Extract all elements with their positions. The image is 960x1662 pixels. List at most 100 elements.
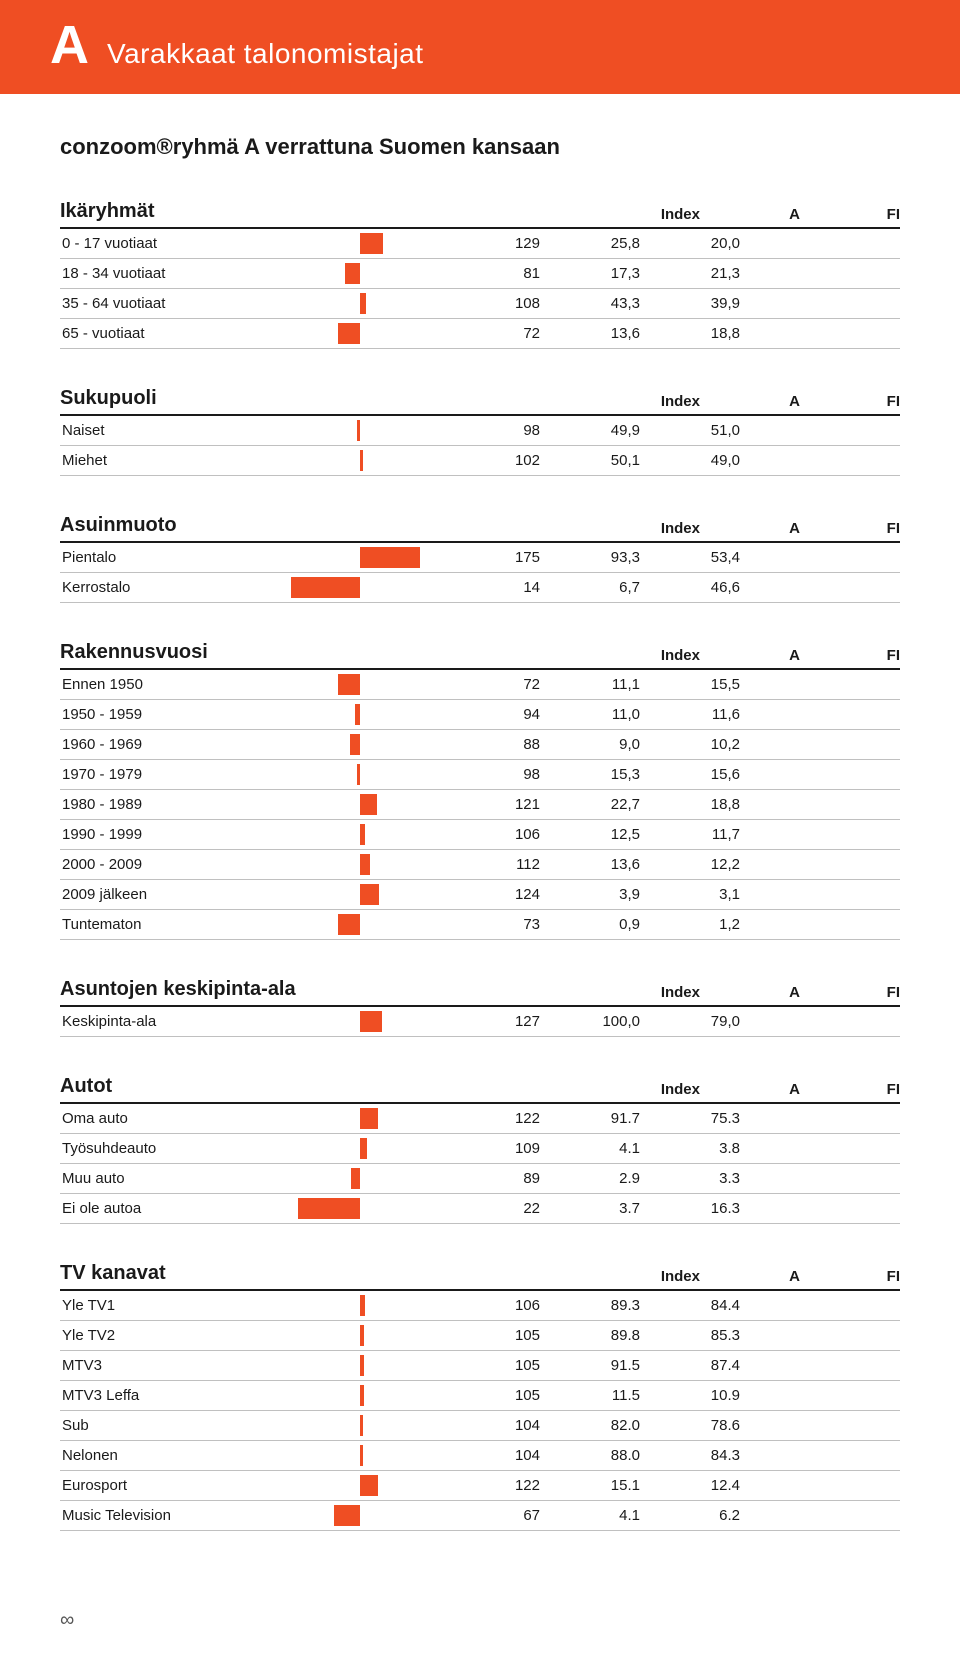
- table-row: Keskipinta-ala127100,079,0: [60, 1007, 900, 1037]
- row-label: Kerrostalo: [60, 579, 280, 596]
- index-bar: [280, 1007, 440, 1036]
- cell-index: 105: [440, 1387, 540, 1404]
- table-row: Naiset9849,951,0: [60, 416, 900, 446]
- row-label: MTV3: [60, 1357, 280, 1374]
- page-number: ∞: [0, 1599, 960, 1662]
- cell-fi: 53,4: [640, 549, 740, 566]
- section-title: Asuinmuoto: [60, 514, 440, 537]
- cell-fi: 18,8: [640, 796, 740, 813]
- cell-a: 43,3: [540, 295, 640, 312]
- cell-fi: 39,9: [640, 295, 740, 312]
- cell-fi: 15,5: [640, 676, 740, 693]
- index-bar: [280, 543, 440, 572]
- cell-a: 3.7: [540, 1200, 640, 1217]
- cell-a: 3,9: [540, 886, 640, 903]
- cell-index: 73: [440, 916, 540, 933]
- cell-a: 0,9: [540, 916, 640, 933]
- table-row: 18 - 34 vuotiaat8117,321,3: [60, 259, 900, 289]
- column-header-a: A: [700, 984, 800, 1001]
- column-header-fi: FI: [800, 647, 900, 664]
- cell-a: 89.3: [540, 1297, 640, 1314]
- row-label: Nelonen: [60, 1447, 280, 1464]
- section: IkäryhmätIndexAFI0 - 17 vuotiaat12925,82…: [60, 200, 900, 349]
- column-header-a: A: [700, 1268, 800, 1285]
- cell-a: 2.9: [540, 1170, 640, 1187]
- cell-index: 108: [440, 295, 540, 312]
- section: AsuinmuotoIndexAFIPientalo17593,353,4Ker…: [60, 514, 900, 603]
- cell-index: 104: [440, 1447, 540, 1464]
- cell-fi: 49,0: [640, 452, 740, 469]
- table-row: 1980 - 198912122,718,8: [60, 790, 900, 820]
- row-label: Yle TV1: [60, 1297, 280, 1314]
- index-bar: [280, 1104, 440, 1133]
- cell-index: 127: [440, 1013, 540, 1030]
- row-label: Muu auto: [60, 1170, 280, 1187]
- cell-fi: 79,0: [640, 1013, 740, 1030]
- index-bar: [280, 1351, 440, 1380]
- index-bar: [280, 670, 440, 699]
- row-label: 1990 - 1999: [60, 826, 280, 843]
- cell-index: 102: [440, 452, 540, 469]
- cell-a: 50,1: [540, 452, 640, 469]
- index-bar: [280, 700, 440, 729]
- index-bar: [280, 760, 440, 789]
- table-row: 35 - 64 vuotiaat 10843,339,9: [60, 289, 900, 319]
- column-header-index: Index: [600, 206, 700, 223]
- section-head: AsuinmuotoIndexAFI: [60, 514, 900, 543]
- cell-fi: 84.3: [640, 1447, 740, 1464]
- index-bar: [280, 259, 440, 288]
- cell-a: 11,0: [540, 706, 640, 723]
- column-header-a: A: [700, 206, 800, 223]
- table-row: Pientalo17593,353,4: [60, 543, 900, 573]
- table-row: Ennen 19507211,115,5: [60, 670, 900, 700]
- cell-fi: 11,6: [640, 706, 740, 723]
- column-header-fi: FI: [800, 206, 900, 223]
- table-row: Kerrostalo146,746,6: [60, 573, 900, 603]
- row-label: 1980 - 1989: [60, 796, 280, 813]
- row-label: MTV3 Leffa: [60, 1387, 280, 1404]
- row-label: Ennen 1950: [60, 676, 280, 693]
- column-header-index: Index: [600, 393, 700, 410]
- cell-a: 82.0: [540, 1417, 640, 1434]
- content: conzoom®ryhmä A verrattuna Suomen kansaa…: [0, 94, 960, 1599]
- row-label: Työsuhdeauto: [60, 1140, 280, 1157]
- cell-fi: 20,0: [640, 235, 740, 252]
- cell-fi: 84.4: [640, 1297, 740, 1314]
- index-bar: [280, 850, 440, 879]
- table-row: Muu auto892.93.3: [60, 1164, 900, 1194]
- section-title: Asuntojen keskipinta-ala: [60, 978, 440, 1001]
- cell-index: 106: [440, 826, 540, 843]
- section-title: Autot: [60, 1075, 440, 1098]
- column-header-index: Index: [600, 1081, 700, 1098]
- cell-a: 13,6: [540, 856, 640, 873]
- cell-index: 175: [440, 549, 540, 566]
- header-title: Varakkaat talonomistajat: [107, 38, 424, 70]
- column-header-fi: FI: [800, 1081, 900, 1098]
- row-label: Sub: [60, 1417, 280, 1434]
- row-label: 65 - vuotiaat: [60, 325, 280, 342]
- row-label: 18 - 34 vuotiaat: [60, 265, 280, 282]
- table-row: Sub10482.078.6: [60, 1411, 900, 1441]
- column-header-a: A: [700, 1081, 800, 1098]
- column-header-fi: FI: [800, 984, 900, 1001]
- row-label: Naiset: [60, 422, 280, 439]
- index-bar: [280, 319, 440, 348]
- table-row: Oma auto12291.775.3: [60, 1104, 900, 1134]
- row-label: 1970 - 1979: [60, 766, 280, 783]
- column-header-index: Index: [600, 647, 700, 664]
- column-header-fi: FI: [800, 1268, 900, 1285]
- cell-fi: 12,2: [640, 856, 740, 873]
- index-bar: [280, 730, 440, 759]
- cell-index: 105: [440, 1357, 540, 1374]
- table-row: 2009 jälkeen1243,93,1: [60, 880, 900, 910]
- row-label: 35 - 64 vuotiaat: [60, 295, 280, 312]
- cell-a: 49,9: [540, 422, 640, 439]
- table-row: Tuntematon730,91,2: [60, 910, 900, 940]
- cell-fi: 11,7: [640, 826, 740, 843]
- cell-index: 122: [440, 1110, 540, 1127]
- index-bar: [280, 880, 440, 909]
- index-bar: [280, 910, 440, 939]
- cell-index: 105: [440, 1327, 540, 1344]
- row-label: 2009 jälkeen: [60, 886, 280, 903]
- column-header-a: A: [700, 520, 800, 537]
